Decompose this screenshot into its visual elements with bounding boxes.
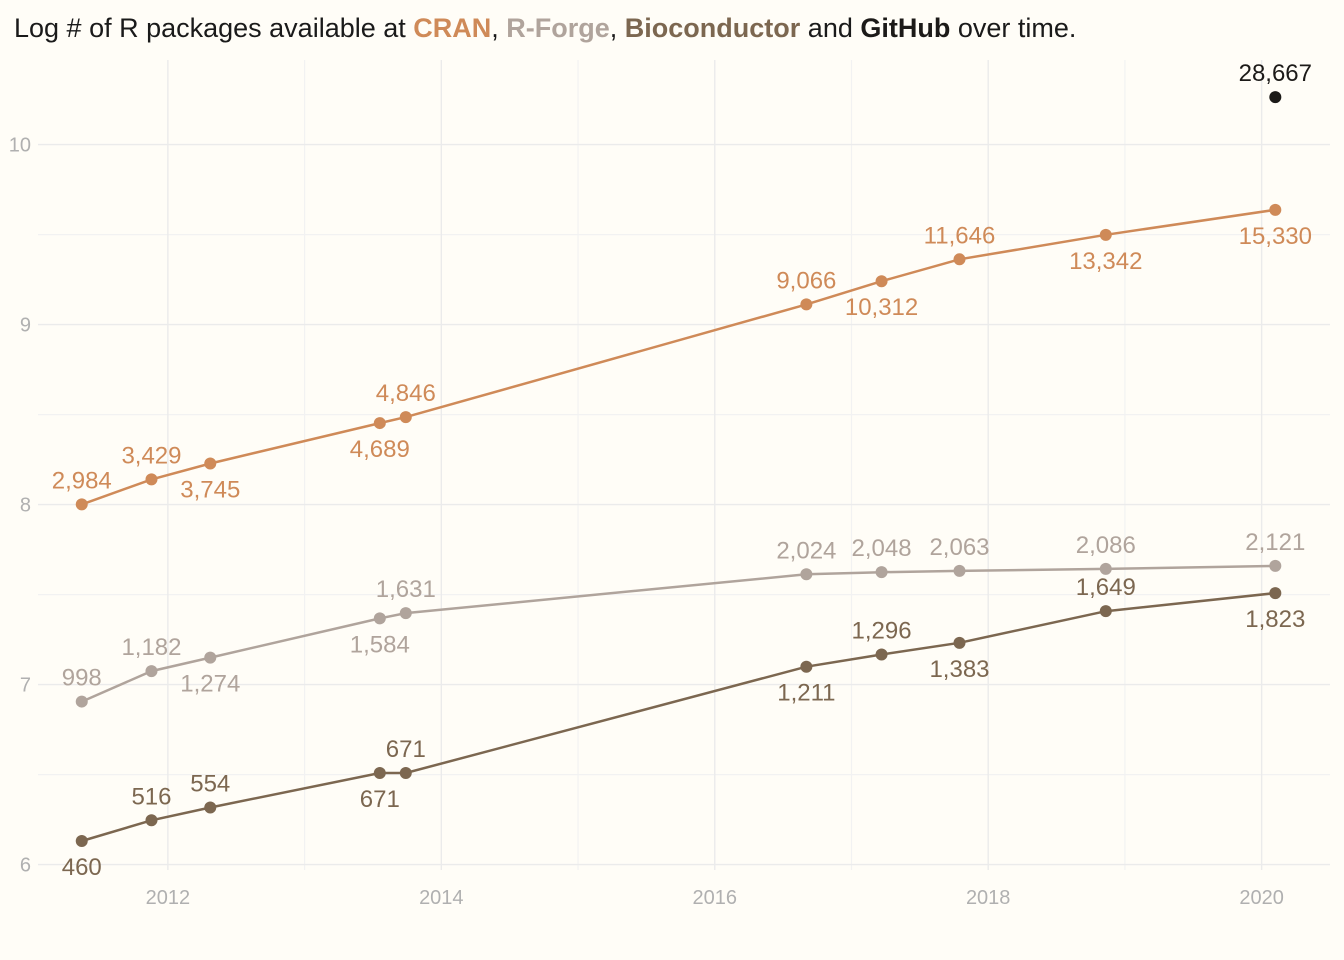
y-tick-label: 6 <box>20 855 31 877</box>
chart-title: Log # of R packages available at CRAN, R… <box>14 13 1076 43</box>
bioc-data-label: 1,823 <box>1245 606 1305 633</box>
title-prefix: Log # of R packages available at <box>14 13 413 43</box>
cran-point <box>75 498 88 511</box>
bioc-point <box>399 767 412 780</box>
rforge-data-label: 2,086 <box>1076 532 1136 559</box>
cran-data-label: 2,984 <box>52 467 112 494</box>
x-tick-label: 2014 <box>419 887 464 909</box>
cran-data-label: 4,689 <box>350 436 410 463</box>
bioc-data-label: 1,296 <box>852 618 912 645</box>
cran-point <box>875 275 888 288</box>
github-point <box>1269 91 1282 104</box>
rforge-point <box>373 612 386 625</box>
axes: 2012 2014 2016 2018 2020 6 7 8 9 10 <box>9 135 1284 909</box>
cran-data-label: 11,646 <box>924 222 996 249</box>
rforge-point <box>1269 559 1282 572</box>
bioc-data-label: 554 <box>190 771 230 798</box>
rforge-point <box>875 566 888 579</box>
bioc-data-label: 1,211 <box>777 680 835 707</box>
bioc-data-label: 460 <box>62 854 102 881</box>
x-tick-label: 2012 <box>146 887 191 909</box>
bioc-point <box>1269 587 1282 600</box>
series-github: 28,667 <box>1239 60 1312 104</box>
x-tick-label: 2016 <box>693 887 738 909</box>
title-sep-1: , <box>491 13 506 43</box>
cran-point <box>953 253 966 266</box>
rforge-data-label: 2,063 <box>929 534 989 561</box>
bioc-data-label: 1,383 <box>929 656 989 683</box>
bioc-point <box>75 834 88 847</box>
rforge-data-label: 1,584 <box>350 631 410 658</box>
cran-data-label: 9,066 <box>776 267 836 294</box>
rforge-data-label: 2,121 <box>1245 529 1305 556</box>
series-bioc: 460 516 554 671 671 1,211 1,296 1,383 1,649 1,823 <box>62 574 1306 881</box>
title-and: and <box>800 13 860 43</box>
cran-point <box>204 457 217 470</box>
series-cran: 2,984 3,429 3,745 4,689 4,846 9,066 10,312 11,6… <box>52 203 1312 511</box>
rforge-point <box>953 564 966 577</box>
bioc-point <box>373 767 386 780</box>
rforge-data-label: 1,274 <box>180 671 240 698</box>
rforge-point <box>75 695 88 708</box>
y-tick-label: 7 <box>20 675 31 697</box>
rforge-data-label: 998 <box>62 665 102 692</box>
bioc-data-label: 1,649 <box>1076 574 1136 601</box>
cran-point <box>800 298 813 311</box>
cran-data-label: 3,745 <box>180 477 240 504</box>
cran-point <box>1099 228 1112 241</box>
github-data-label: 28,667 <box>1239 60 1312 87</box>
cran-data-label: 3,429 <box>121 442 181 469</box>
title-rforge: R-Forge <box>506 13 610 43</box>
x-tick-label: 2020 <box>1239 887 1284 909</box>
y-tick-label: 10 <box>9 135 31 157</box>
title-suffix: over time. <box>950 13 1076 43</box>
series-rforge: 998 1,182 1,274 1,584 1,631 2,024 2,048 2,063 2,… <box>62 529 1305 708</box>
y-tick-label: 8 <box>20 495 31 517</box>
grid <box>38 60 1330 870</box>
bioc-point <box>145 814 158 827</box>
bioc-data-label: 671 <box>386 736 426 763</box>
bioc-point <box>1099 605 1112 618</box>
cran-data-label: 15,330 <box>1239 223 1312 250</box>
bioc-point <box>875 648 888 661</box>
y-tick-label: 9 <box>20 315 31 337</box>
cran-point <box>399 411 412 424</box>
rforge-data-label: 2,048 <box>852 535 912 562</box>
bioc-point <box>953 636 966 649</box>
cran-point <box>1269 203 1282 216</box>
rforge-point <box>1099 562 1112 575</box>
cran-data-label: 4,846 <box>376 380 436 407</box>
bioc-point <box>800 660 813 673</box>
rforge-point <box>204 651 217 664</box>
rforge-data-label: 1,631 <box>376 576 436 603</box>
cran-line <box>81 208 1276 506</box>
cran-data-label: 13,342 <box>1069 248 1142 275</box>
rforge-data-label: 2,024 <box>776 537 836 564</box>
bioc-point <box>204 801 217 814</box>
series-layer: 2,984 3,429 3,745 4,689 4,846 9,066 10,312 11,6… <box>52 60 1312 881</box>
rforge-point <box>145 665 158 678</box>
title-sep-2: , <box>610 13 625 43</box>
x-tick-label: 2018 <box>966 887 1011 909</box>
bioc-data-label: 516 <box>131 783 171 810</box>
title-cran: CRAN <box>413 13 491 43</box>
title-bioconductor: Bioconductor <box>625 13 801 43</box>
rforge-line <box>81 564 1276 703</box>
cran-point <box>145 473 158 486</box>
rforge-point <box>399 607 412 620</box>
rforge-data-label: 1,182 <box>121 634 181 661</box>
bioc-line <box>81 591 1276 843</box>
rforge-point <box>800 568 813 581</box>
cran-point <box>373 417 386 430</box>
cran-data-label: 10,312 <box>845 294 918 321</box>
bioc-data-label: 671 <box>360 786 400 813</box>
title-github: GitHub <box>860 13 950 43</box>
